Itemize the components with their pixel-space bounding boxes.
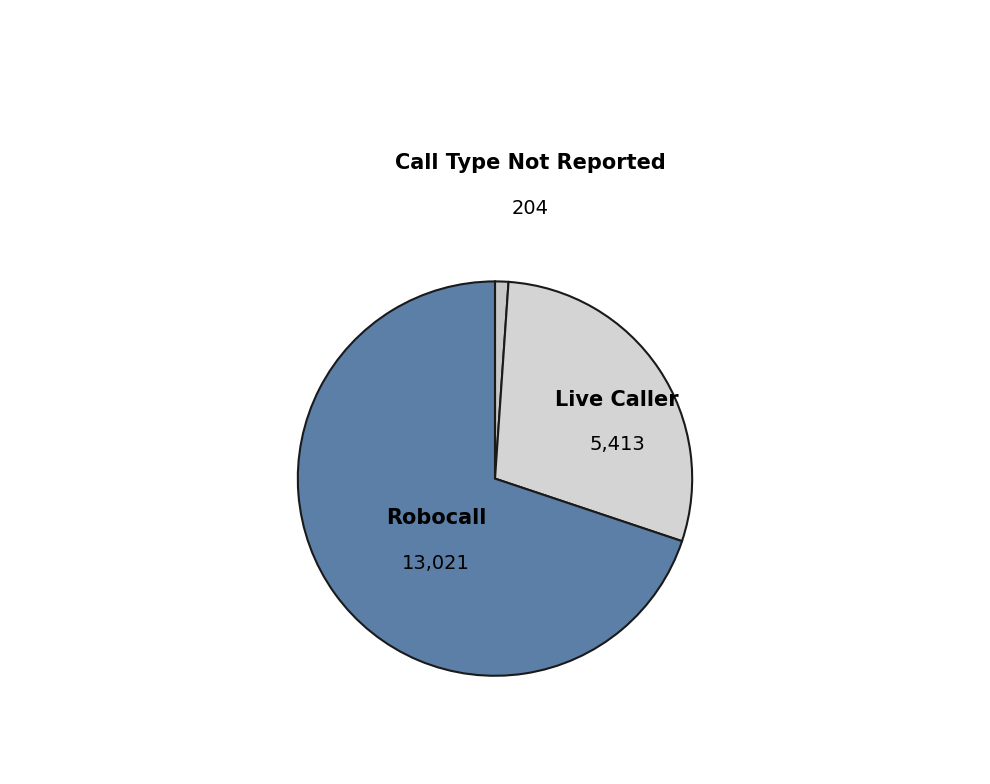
Text: Call Type Not Reported: Call Type Not Reported	[395, 153, 666, 173]
Text: 5,413: 5,413	[589, 435, 645, 454]
Text: 13,021: 13,021	[402, 554, 470, 572]
Text: 204: 204	[512, 198, 549, 218]
Text: Live Caller: Live Caller	[555, 390, 679, 409]
Text: Robocall: Robocall	[386, 508, 486, 528]
Wedge shape	[298, 281, 682, 676]
Wedge shape	[495, 282, 692, 541]
Wedge shape	[495, 281, 509, 478]
